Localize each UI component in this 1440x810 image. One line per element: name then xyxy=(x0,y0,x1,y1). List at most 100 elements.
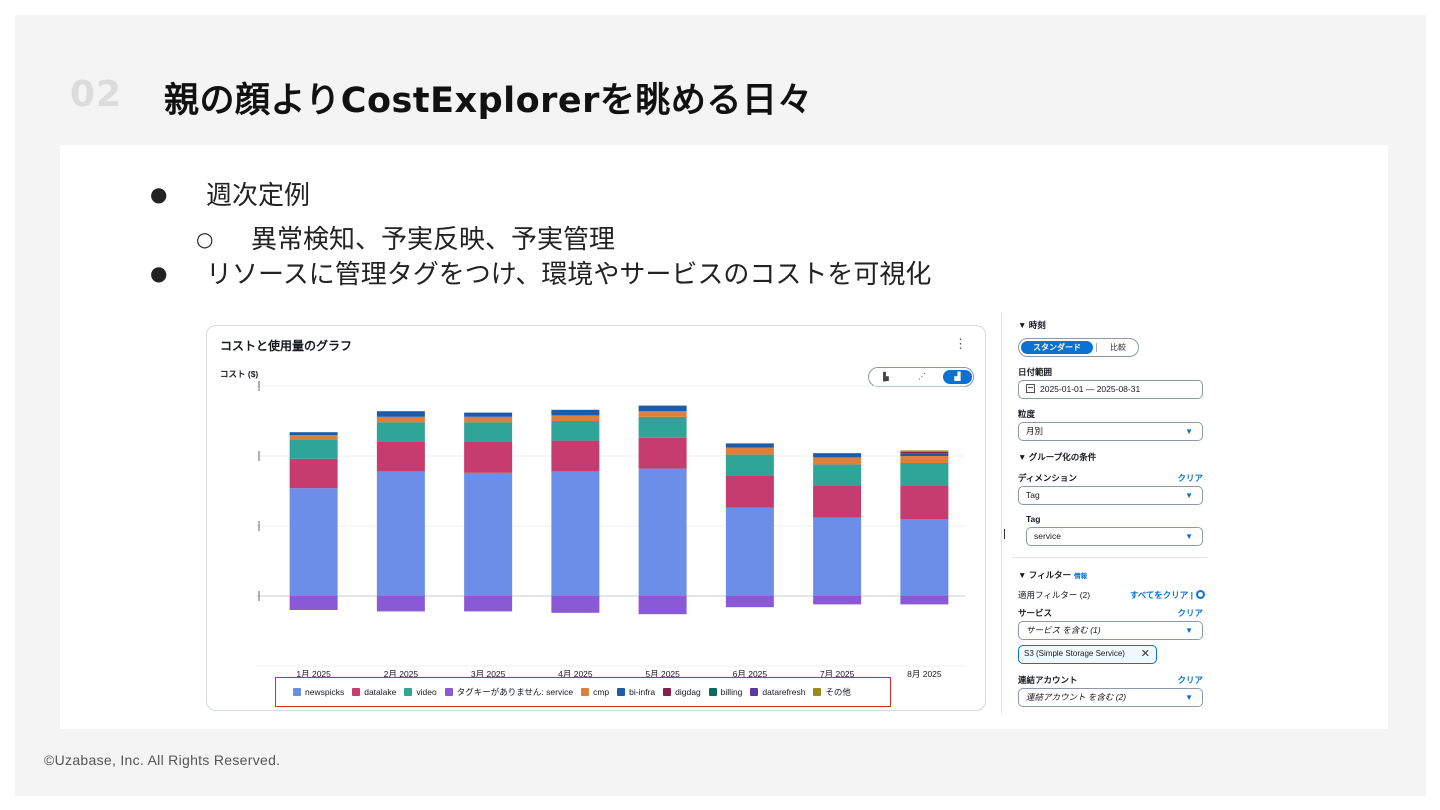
bar-segment[interactable] xyxy=(900,456,949,463)
caret-down-icon: ▼ xyxy=(1185,491,1193,500)
bar-segment[interactable] xyxy=(376,442,425,472)
legend-item[interactable]: datarefresh xyxy=(750,686,805,698)
bar-segment[interactable] xyxy=(725,447,774,455)
stacked-bar-chart: 1月 2025 2月 2025 3月 2025 4月 2025 5月 2025 6月 20… xyxy=(257,381,965,679)
bar-segment[interactable] xyxy=(813,457,862,465)
bar-segment[interactable] xyxy=(900,450,949,452)
bar-segment[interactable] xyxy=(289,435,338,440)
x-tick-label: 4月 2025 xyxy=(558,669,593,679)
bar-segment[interactable] xyxy=(551,440,600,472)
bar-segment[interactable] xyxy=(813,464,862,486)
bar-segment[interactable] xyxy=(289,488,338,596)
resize-handle[interactable] xyxy=(1004,529,1005,539)
bar-segment[interactable] xyxy=(900,485,949,519)
filter-section-header[interactable]: ▼ フィルター 情報 xyxy=(1018,569,1087,581)
time-section-header[interactable]: ▼ 時刻 xyxy=(1018,320,1046,330)
legend-item[interactable]: newspicks xyxy=(293,686,344,698)
bar-segment[interactable] xyxy=(725,475,774,508)
bar-segment[interactable] xyxy=(464,442,513,473)
service-value: サービス を含む (1) xyxy=(1026,625,1101,635)
bar-segment[interactable] xyxy=(638,416,687,438)
bar-chart-icon[interactable]: ▐▖ xyxy=(880,372,892,381)
bar-segment[interactable] xyxy=(638,405,687,412)
more-options-icon[interactable]: ⋮ xyxy=(954,336,967,351)
bar-segment[interactable] xyxy=(638,468,687,596)
service-select[interactable]: サービス を含む (1) ▼ xyxy=(1018,621,1203,640)
linked-account-select[interactable]: 連結アカウント を含む (2) ▼ xyxy=(1018,688,1203,707)
bar-segment[interactable] xyxy=(551,596,600,613)
bar-segment[interactable] xyxy=(725,596,774,608)
calendar-icon xyxy=(1026,384,1035,393)
clear-all-filters[interactable]: すべてをクリア | xyxy=(1130,589,1205,601)
bar-segment[interactable] xyxy=(551,409,600,416)
bar-segment[interactable] xyxy=(900,453,949,456)
legend-item[interactable]: digdag xyxy=(663,686,701,698)
group-by-section-header[interactable]: ▼ グループ化の条件 xyxy=(1018,452,1097,462)
bullet-text: 週次定例 xyxy=(206,181,311,211)
legend-item[interactable]: bi-infra xyxy=(617,686,655,698)
dimension-clear-link[interactable]: クリア xyxy=(1177,473,1203,483)
segment-standard[interactable]: スタンダード xyxy=(1021,341,1093,354)
legend-label: newspicks xyxy=(305,687,345,697)
legend-item[interactable]: billing xyxy=(708,686,742,698)
bar-segment[interactable] xyxy=(376,471,425,596)
bar-segment[interactable] xyxy=(376,422,425,442)
bar-segment[interactable] xyxy=(900,463,949,486)
bar-segment[interactable] xyxy=(289,596,338,610)
segment-compare[interactable]: 比較 xyxy=(1110,343,1126,352)
applied-filters-count: 適用フィルター (2) xyxy=(1018,590,1091,600)
bar-segment[interactable] xyxy=(464,416,513,423)
bar-segment[interactable] xyxy=(725,507,774,596)
remove-token-icon[interactable]: ✕ xyxy=(1140,648,1150,660)
bar-segment[interactable] xyxy=(464,422,513,442)
settings-gear-icon[interactable] xyxy=(1196,590,1205,599)
dimension-select[interactable]: Tag ▼ xyxy=(1018,486,1203,505)
date-range-input[interactable]: 2025-01-01 — 2025-08-31 xyxy=(1018,380,1203,399)
legend-swatch xyxy=(663,688,672,696)
x-tick-label: 7月 2025 xyxy=(820,669,855,679)
bar-segment[interactable] xyxy=(638,596,687,615)
bar-segment[interactable] xyxy=(900,519,949,596)
bar-segment[interactable] xyxy=(376,416,425,423)
legend-item[interactable]: cmp xyxy=(581,686,609,698)
legend-item[interactable]: datalake xyxy=(352,686,396,698)
segment-separator xyxy=(1096,343,1097,352)
bar-segment[interactable] xyxy=(813,453,862,458)
bar-segment[interactable] xyxy=(725,454,774,476)
clear-all-link[interactable]: すべてをクリア | xyxy=(1129,590,1193,600)
service-filter-token[interactable]: S3 (Simple Storage Service) ✕ xyxy=(1018,645,1157,664)
service-label: サービス xyxy=(1018,608,1053,618)
stacked-chart-icon[interactable]: ▟ xyxy=(943,370,972,384)
legend-item[interactable]: video xyxy=(404,686,437,698)
granularity-select[interactable]: 月別 ▼ xyxy=(1018,422,1203,441)
bar-segment[interactable] xyxy=(900,451,949,454)
bar-segment[interactable] xyxy=(725,443,774,448)
bar-segment[interactable] xyxy=(551,415,600,421)
service-clear-link[interactable]: クリア xyxy=(1177,608,1203,618)
bar-segment[interactable] xyxy=(900,596,949,605)
legend-swatch xyxy=(617,688,626,696)
settings-panel: ▼ 時刻 スタンダード 比較 日付範囲 2025-01-01 — 2025-08… xyxy=(1012,312,1208,714)
bar-segment[interactable] xyxy=(289,432,338,435)
info-link[interactable]: 情報 xyxy=(1074,573,1088,580)
bar-segment[interactable] xyxy=(551,421,600,441)
legend-item[interactable]: タグキーがありません: service xyxy=(444,686,573,698)
bar-segment[interactable] xyxy=(376,411,425,417)
line-chart-icon[interactable]: ⋰ xyxy=(918,372,926,381)
linked-account-clear-link[interactable]: クリア xyxy=(1177,675,1203,685)
bar-segment[interactable] xyxy=(813,485,862,518)
tag-select[interactable]: service ▼ xyxy=(1026,527,1203,546)
bar-segment[interactable] xyxy=(376,596,425,612)
bar-segment[interactable] xyxy=(464,472,513,596)
bar-segment[interactable] xyxy=(813,596,862,605)
bar-segment[interactable] xyxy=(464,596,513,612)
bar-segment[interactable] xyxy=(289,439,338,459)
legend-item[interactable]: その他 xyxy=(813,686,851,698)
bar-segment[interactable] xyxy=(464,412,513,417)
bar-segment[interactable] xyxy=(638,437,687,469)
bar-segment[interactable] xyxy=(289,458,338,489)
bar-segment[interactable] xyxy=(813,517,862,596)
bar-segment[interactable] xyxy=(638,411,687,417)
bar-segment[interactable] xyxy=(551,471,600,596)
caret-down-icon: ▼ xyxy=(1185,626,1193,635)
